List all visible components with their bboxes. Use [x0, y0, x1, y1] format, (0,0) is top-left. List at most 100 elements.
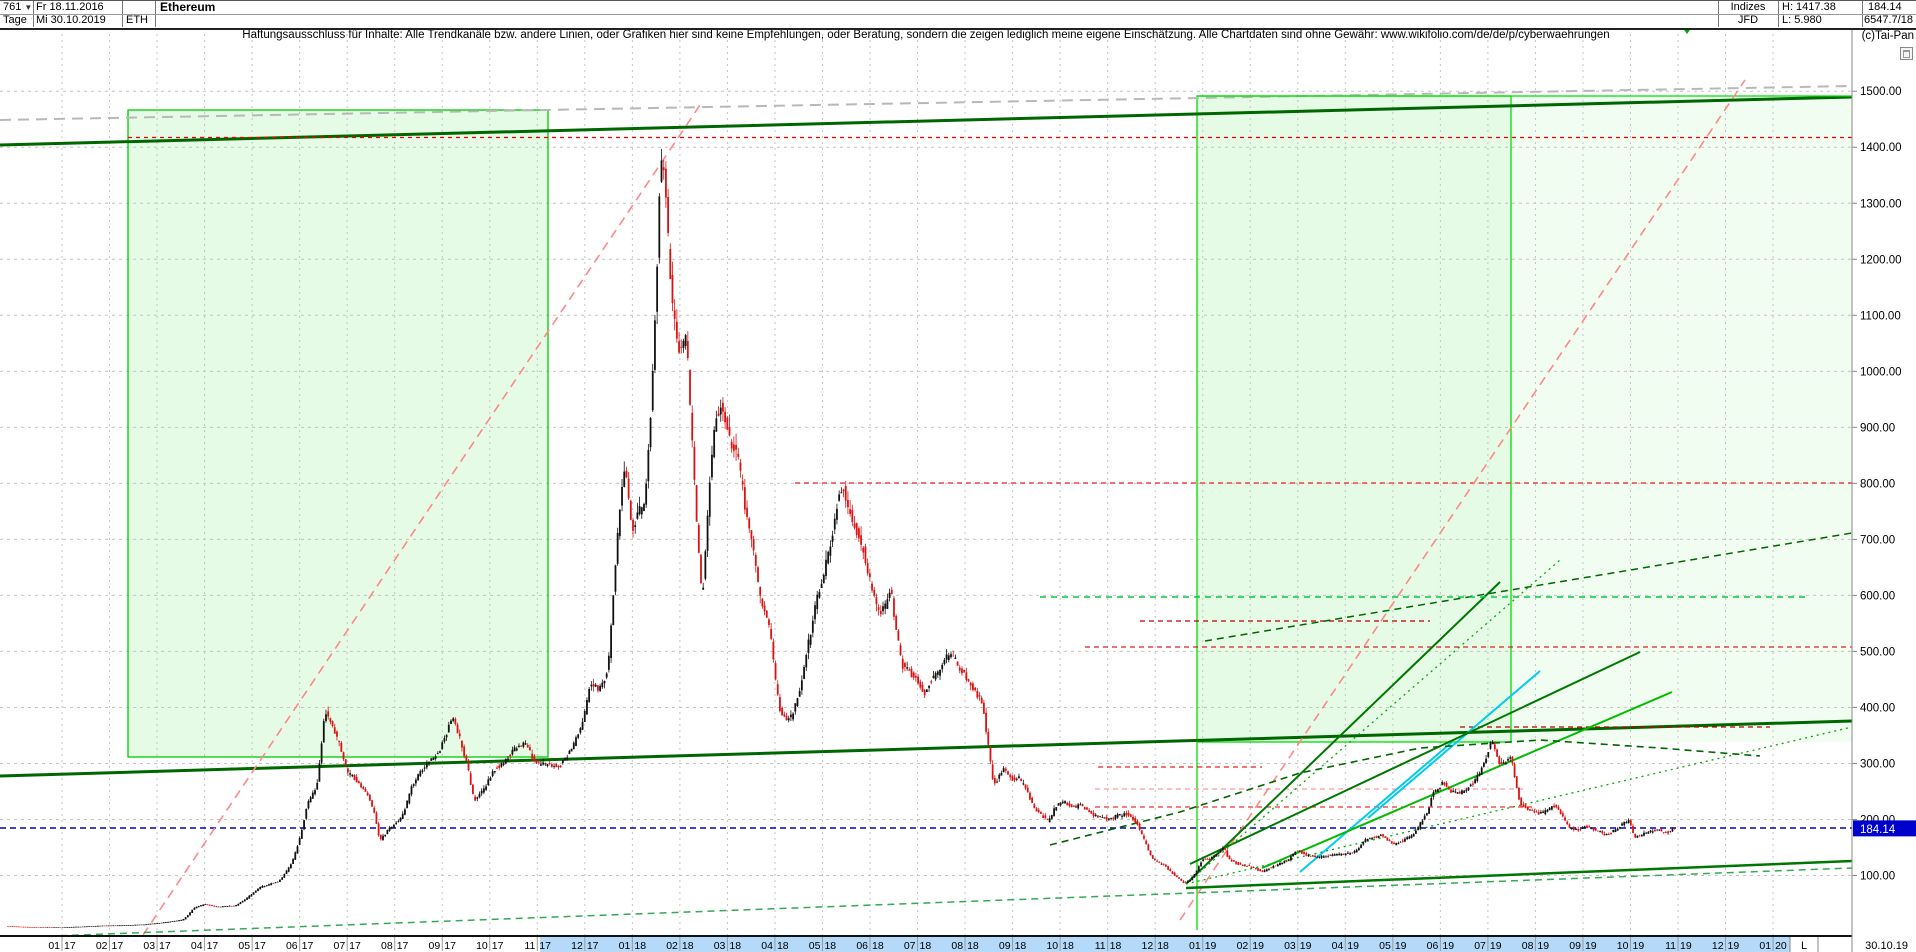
month-label[interactable]: 10	[1046, 940, 1058, 952]
month-label-year: 19	[1490, 940, 1502, 952]
month-label[interactable]: 10	[476, 940, 488, 952]
symbol-short: ETH	[126, 14, 148, 26]
month-label-year: 19	[1252, 940, 1264, 952]
price-tick-label: 500.00	[1860, 646, 1895, 658]
month-label[interactable]: 05	[809, 940, 821, 952]
month-label-year: 19	[1537, 940, 1549, 952]
month-label[interactable]: 09	[1569, 940, 1581, 952]
month-label[interactable]: 09	[429, 940, 441, 952]
month-label-year: 18	[1110, 940, 1122, 952]
trend-box-2019-fill	[1197, 96, 1511, 742]
last-date-label: 30.10.19	[1865, 940, 1908, 952]
month-label[interactable]: 01	[48, 940, 60, 952]
month-label-year: 17	[397, 940, 409, 952]
month-label[interactable]: 02	[666, 940, 678, 952]
month-label-year: 18	[920, 940, 932, 952]
trend-line[interactable]	[1185, 581, 1501, 885]
month-label[interactable]: 07	[904, 940, 916, 952]
month-label[interactable]: 06	[286, 940, 298, 952]
trend-line[interactable]	[1189, 651, 1641, 865]
trend-box-2019-extension-fill	[1511, 96, 1852, 742]
month-label-year: 17	[254, 940, 266, 952]
trend-line[interactable]	[1179, 79, 1746, 921]
month-label[interactable]: 05	[238, 940, 250, 952]
copyright-label: (c)Tai-Pan	[1861, 30, 1914, 42]
price-tick-label: 1000.00	[1860, 366, 1902, 378]
month-label-year: 20	[1775, 940, 1787, 952]
month-label-year: 18	[1157, 940, 1169, 952]
month-label-year: 18	[777, 940, 789, 952]
price-tick-label: 1200.00	[1860, 254, 1902, 266]
month-label[interactable]: 11	[1095, 940, 1106, 952]
trend-line[interactable]	[1204, 532, 1853, 642]
month-label[interactable]: 02	[96, 940, 108, 952]
trend-box-2017-fill	[128, 110, 548, 757]
month-label-year: 19	[1442, 940, 1454, 952]
month-label-year: 17	[444, 940, 456, 952]
price-tick-label: 1500.00	[1860, 86, 1902, 98]
month-label[interactable]: 10	[1617, 940, 1629, 952]
volume-info: 6547.7/18	[1864, 14, 1913, 26]
timeframe-dropdown[interactable]: Tage ▼	[3, 14, 32, 27]
month-label-year: 17	[587, 940, 599, 952]
month-label[interactable]: 05	[1379, 940, 1391, 952]
month-label[interactable]: 08	[1522, 940, 1534, 952]
month-label[interactable]: 01	[1189, 940, 1201, 952]
trend-box-2017[interactable]	[127, 109, 549, 758]
month-label[interactable]: 12	[1142, 940, 1154, 952]
month-label-year: 17	[539, 940, 551, 952]
month-label[interactable]: 03	[714, 940, 726, 952]
trend-line[interactable]	[1185, 726, 1853, 885]
month-label[interactable]: 03	[1284, 940, 1296, 952]
month-label-year: 19	[1728, 940, 1740, 952]
range-end-date[interactable]: Mi 30.10.2019	[36, 14, 106, 26]
month-label-year: 17	[64, 940, 76, 952]
month-label[interactable]: 06	[1427, 940, 1439, 952]
month-label-year: 19	[1300, 940, 1312, 952]
month-label[interactable]: 02	[1237, 940, 1249, 952]
month-label[interactable]: 08	[381, 940, 393, 952]
trend-line[interactable]	[0, 95, 1853, 147]
price-tick-label: 100.00	[1860, 871, 1895, 883]
range-start-date[interactable]: Fr 18.11.2016	[36, 1, 104, 13]
moving-average-dashed[interactable]	[1049, 739, 1761, 846]
price-axis-area[interactable]	[1853, 28, 1916, 935]
trend-line[interactable]	[142, 104, 701, 936]
period-high: H: 1417.38	[1782, 1, 1836, 13]
month-label[interactable]: 01	[1759, 940, 1771, 952]
month-label[interactable]: 11	[1665, 940, 1676, 952]
trend-line[interactable]	[1185, 559, 1561, 885]
month-label-year: 19	[1632, 940, 1644, 952]
month-label-year: 19	[1205, 940, 1217, 952]
price-tick-label: 400.00	[1860, 702, 1895, 714]
price-tick-label: 1400.00	[1860, 142, 1902, 154]
month-label[interactable]: 09	[999, 940, 1011, 952]
month-label[interactable]: 07	[1474, 940, 1486, 952]
trend-line[interactable]	[0, 867, 1853, 939]
trend-line[interactable]	[1185, 859, 1853, 890]
month-label[interactable]: 07	[333, 940, 345, 952]
month-label[interactable]: 11	[524, 940, 535, 952]
bars-count-dropdown[interactable]: 761 ▼	[3, 1, 32, 13]
month-label-year: 17	[112, 940, 124, 952]
month-label[interactable]: 01	[619, 940, 631, 952]
window-restore-icon[interactable]	[1900, 47, 1913, 60]
time-axis-highlight	[540, 937, 1790, 952]
trend-line[interactable]	[0, 85, 1853, 121]
trend-line[interactable]	[1261, 691, 1673, 869]
month-label[interactable]: 08	[951, 940, 963, 952]
month-label[interactable]: 06	[856, 940, 868, 952]
trend-line[interactable]	[0, 719, 1853, 778]
price-tick-label: 1100.00	[1860, 310, 1901, 322]
trend-line[interactable]	[1367, 670, 1541, 819]
month-label[interactable]: 12	[571, 940, 583, 952]
trend-line[interactable]	[1299, 741, 1453, 873]
month-label[interactable]: 04	[191, 940, 203, 952]
month-label[interactable]: 04	[761, 940, 773, 952]
month-label-year: 19	[1585, 940, 1597, 952]
month-label-year: 19	[1347, 940, 1359, 952]
month-label[interactable]: 04	[1332, 940, 1344, 952]
month-label[interactable]: 03	[143, 940, 155, 952]
month-label[interactable]: 12	[1712, 940, 1724, 952]
